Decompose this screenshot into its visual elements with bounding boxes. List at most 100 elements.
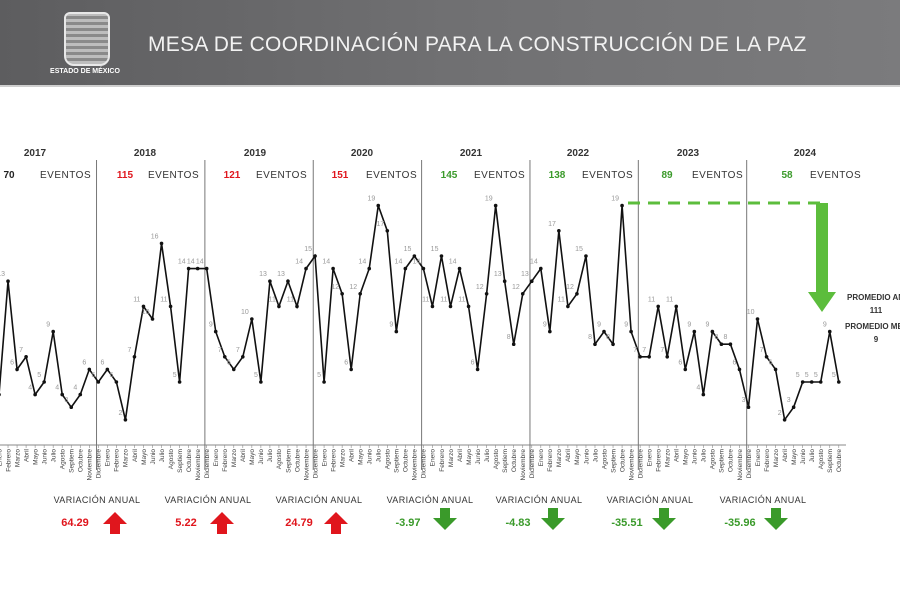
month-label: Abril: [674, 448, 681, 462]
data-label: 7: [19, 347, 23, 354]
data-point: [665, 355, 670, 359]
data-point: [168, 304, 173, 309]
data-label: 8: [606, 334, 610, 341]
data-label: 14: [187, 259, 195, 266]
month-label: Octubre: [836, 449, 843, 473]
data-point: [385, 229, 390, 233]
data-label: 15: [431, 246, 439, 253]
data-point: [421, 266, 426, 271]
month-label: Octubre: [728, 449, 735, 473]
data-point: [737, 367, 742, 372]
data-label: 11: [422, 296, 429, 303]
data-label: 6: [769, 359, 773, 366]
data-point: [358, 292, 363, 296]
annual-variation-value: -4.83: [505, 517, 530, 529]
data-label: 11: [440, 296, 447, 303]
data-label: 5: [109, 372, 113, 379]
data-point: [827, 329, 832, 334]
data-point: [195, 266, 200, 271]
data-label: 11: [458, 296, 465, 303]
annual-variation-value: -35.51: [611, 517, 642, 529]
data-point: [141, 304, 146, 309]
month-label: Agosto: [493, 449, 500, 470]
month-label: Noviembre: [628, 449, 635, 481]
data-label: 2: [778, 410, 782, 417]
data-point: [746, 405, 751, 410]
month-label: Abril: [348, 448, 355, 462]
data-point: [24, 355, 28, 359]
data-label: 6: [100, 359, 104, 366]
month-label: Mayo: [32, 449, 39, 465]
data-label: 19: [485, 196, 493, 203]
arrow-down-icon: [541, 508, 565, 530]
header-bar: ESTADO DE MÉXICO MESA DE COORDINACIÓN PA…: [0, 0, 900, 87]
month-label: Junio: [800, 449, 807, 465]
data-label: 15: [404, 246, 412, 253]
month-label: Diciembre: [421, 449, 428, 479]
annual-variation-value: 24.79: [285, 517, 313, 529]
data-label: 4: [28, 385, 32, 392]
data-point: [602, 329, 606, 334]
data-point: [349, 367, 353, 372]
month-label: Enero: [430, 449, 437, 467]
data-point: [557, 229, 561, 233]
month-label: Septiem: [285, 449, 292, 473]
month-label: Agosto: [276, 449, 283, 470]
data-label: 13: [0, 271, 5, 278]
month-label: Julio: [267, 449, 274, 463]
data-point: [213, 329, 218, 334]
month-label: Mayo: [141, 449, 148, 465]
data-label: 14: [530, 259, 538, 266]
data-label: 8: [714, 334, 718, 341]
month-label: Noviembre: [737, 449, 744, 481]
data-point: [150, 317, 155, 321]
month-label: Julio: [809, 449, 816, 463]
data-label: 14: [322, 259, 330, 266]
month-label: Agosto: [60, 449, 67, 470]
data-label: 7: [218, 347, 222, 354]
year-total-events: 70: [3, 170, 15, 181]
data-point: [304, 266, 308, 271]
data-point: [186, 266, 191, 271]
data-point: [123, 418, 128, 422]
data-point: [674, 304, 679, 309]
month-label: Marzo: [14, 449, 21, 467]
data-point: [484, 292, 489, 296]
data-point: [719, 342, 724, 347]
data-label: 11: [133, 296, 140, 303]
data-label: 13: [277, 271, 285, 278]
data-label: 8: [588, 334, 592, 341]
data-label: 17: [548, 221, 556, 228]
data-label: 11: [666, 296, 673, 303]
data-label: 10: [747, 309, 755, 316]
data-label: 12: [512, 284, 520, 291]
data-point: [331, 266, 335, 271]
data-point: [611, 342, 615, 347]
month-label: Julio: [592, 449, 599, 463]
data-point: [177, 380, 182, 384]
data-label: 5: [832, 372, 836, 379]
month-label: Mayo: [249, 449, 256, 465]
year-label: 2020: [351, 148, 374, 159]
data-label: 11: [160, 296, 167, 303]
data-point: [367, 266, 372, 271]
month-label: Diciembre: [529, 449, 536, 479]
data-point: [683, 367, 688, 372]
month-label: Septiem: [502, 449, 509, 473]
year-total-events: 115: [117, 170, 134, 181]
month-label: Noviembre: [303, 449, 310, 481]
month-label: Abril: [782, 448, 789, 462]
arrow-up-icon: [210, 512, 234, 534]
data-label: 7: [660, 347, 664, 354]
data-point: [629, 329, 633, 334]
data-label: 5: [814, 372, 818, 379]
annual-variation-label: VARIACIÓN ANUAL: [276, 495, 363, 505]
annual-variation-label: VARIACIÓN ANUAL: [54, 495, 141, 505]
data-point: [764, 355, 769, 359]
month-label: Diciembre: [312, 449, 319, 479]
data-label: 12: [349, 284, 357, 291]
data-point: [430, 304, 435, 309]
data-label: 5: [91, 372, 95, 379]
month-label: Febrero: [547, 449, 554, 472]
data-label: 14: [295, 259, 303, 266]
